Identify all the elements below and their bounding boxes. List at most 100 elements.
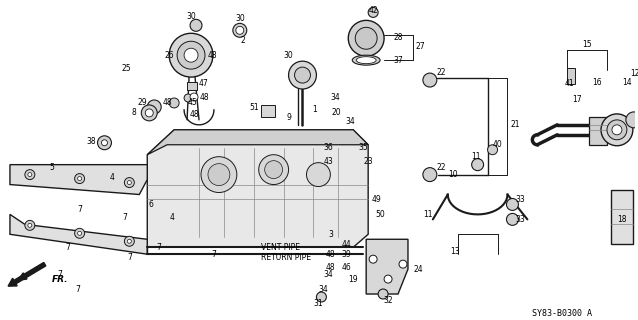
Text: 50: 50 xyxy=(375,210,385,219)
Circle shape xyxy=(507,213,519,225)
Text: 34: 34 xyxy=(323,270,333,279)
Ellipse shape xyxy=(356,57,376,64)
Text: 1: 1 xyxy=(312,105,317,115)
Polygon shape xyxy=(10,214,147,254)
Text: 48: 48 xyxy=(162,99,172,108)
Text: 10: 10 xyxy=(448,170,457,179)
Circle shape xyxy=(378,289,388,299)
Text: 8: 8 xyxy=(132,108,137,117)
Text: 20: 20 xyxy=(332,108,341,117)
Bar xyxy=(187,82,197,90)
Text: 3: 3 xyxy=(328,230,333,239)
Text: 24: 24 xyxy=(413,265,423,274)
Text: 6: 6 xyxy=(149,200,154,209)
Circle shape xyxy=(101,140,107,146)
Circle shape xyxy=(259,155,288,185)
Text: 30: 30 xyxy=(186,12,196,21)
Bar xyxy=(611,189,633,244)
Circle shape xyxy=(184,48,198,62)
Text: 23: 23 xyxy=(364,157,373,166)
Text: 11: 11 xyxy=(423,210,433,219)
Circle shape xyxy=(208,164,230,186)
Text: 48: 48 xyxy=(199,93,209,102)
Circle shape xyxy=(288,61,316,89)
FancyArrow shape xyxy=(8,262,46,286)
Circle shape xyxy=(169,33,213,77)
Circle shape xyxy=(124,236,135,246)
Text: VENT PIPE: VENT PIPE xyxy=(261,243,300,252)
Text: 41: 41 xyxy=(565,78,574,88)
Text: 48: 48 xyxy=(325,263,335,272)
Bar xyxy=(589,117,607,145)
Text: FR.: FR. xyxy=(52,275,68,284)
Polygon shape xyxy=(366,239,408,294)
Circle shape xyxy=(78,177,82,180)
Text: 7: 7 xyxy=(65,243,70,252)
Text: 46: 46 xyxy=(341,263,351,272)
Text: 18: 18 xyxy=(617,215,627,224)
Circle shape xyxy=(145,109,153,117)
Text: 36: 36 xyxy=(323,143,333,152)
Circle shape xyxy=(25,220,35,230)
Text: 34: 34 xyxy=(330,93,340,102)
Circle shape xyxy=(423,73,437,87)
Circle shape xyxy=(384,275,392,283)
Text: 17: 17 xyxy=(572,95,582,104)
Circle shape xyxy=(236,26,244,34)
Circle shape xyxy=(177,41,205,69)
Text: 15: 15 xyxy=(582,40,592,49)
Text: 42: 42 xyxy=(368,6,378,15)
Text: 22: 22 xyxy=(436,163,445,172)
Circle shape xyxy=(128,180,131,185)
Circle shape xyxy=(25,170,35,180)
Text: 38: 38 xyxy=(87,137,96,146)
Text: 33: 33 xyxy=(516,215,525,224)
Circle shape xyxy=(28,223,32,227)
Circle shape xyxy=(471,159,484,171)
Text: 30: 30 xyxy=(235,14,245,23)
Circle shape xyxy=(147,100,161,114)
Circle shape xyxy=(28,172,32,177)
Text: 21: 21 xyxy=(510,120,520,129)
Text: 7: 7 xyxy=(157,243,161,252)
Circle shape xyxy=(78,231,82,235)
Bar xyxy=(567,68,575,84)
Text: 5: 5 xyxy=(49,163,54,172)
Text: 31: 31 xyxy=(314,300,323,308)
Text: 16: 16 xyxy=(592,77,602,87)
Circle shape xyxy=(265,161,283,179)
Text: 35: 35 xyxy=(359,143,368,152)
Text: 2: 2 xyxy=(241,36,245,45)
Text: 48: 48 xyxy=(207,51,217,60)
Text: 19: 19 xyxy=(348,275,358,284)
Circle shape xyxy=(399,260,407,268)
Circle shape xyxy=(348,20,384,56)
Circle shape xyxy=(75,174,85,184)
Text: 11: 11 xyxy=(471,152,480,161)
Circle shape xyxy=(612,125,622,135)
Text: 48: 48 xyxy=(325,250,335,259)
Text: 25: 25 xyxy=(122,64,131,73)
Text: SY83-B0300 A: SY83-B0300 A xyxy=(532,309,592,318)
Circle shape xyxy=(306,163,330,187)
Text: 47: 47 xyxy=(199,78,209,88)
Text: 27: 27 xyxy=(415,42,425,51)
Circle shape xyxy=(201,157,237,193)
Circle shape xyxy=(295,67,311,83)
Circle shape xyxy=(601,114,633,146)
Text: 40: 40 xyxy=(493,140,502,149)
Text: 28: 28 xyxy=(393,33,403,42)
Text: 32: 32 xyxy=(383,296,393,306)
Text: 33: 33 xyxy=(516,195,525,204)
Polygon shape xyxy=(147,130,368,247)
Text: 39: 39 xyxy=(341,250,351,259)
Text: 13: 13 xyxy=(450,247,459,256)
Circle shape xyxy=(233,23,247,37)
Polygon shape xyxy=(10,165,147,195)
Text: 7: 7 xyxy=(77,205,82,214)
Circle shape xyxy=(190,93,198,101)
Circle shape xyxy=(607,120,627,140)
Text: RETURN PIPE: RETURN PIPE xyxy=(261,253,311,262)
Text: 26: 26 xyxy=(165,51,174,60)
Text: 4: 4 xyxy=(110,173,115,182)
